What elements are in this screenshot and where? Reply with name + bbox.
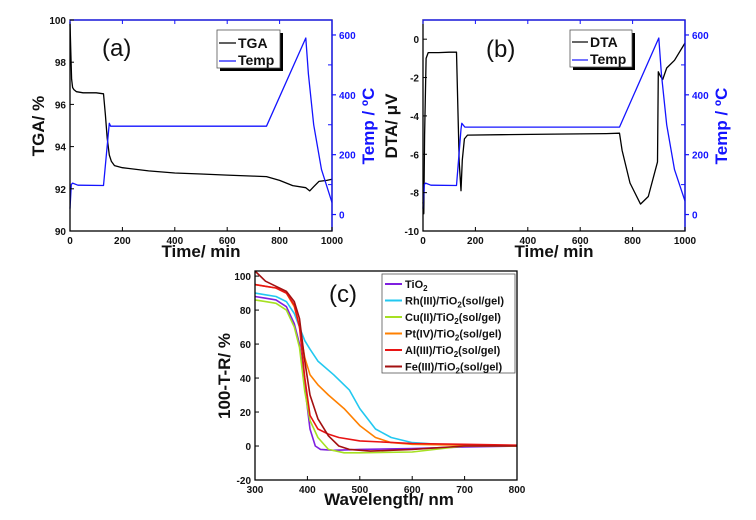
panel-c-xlabel: Wavelength/ nm: [324, 490, 454, 509]
x-tick-label: 200: [467, 236, 484, 247]
panel-c-frame: [254, 270, 518, 481]
series-line-tga: [69, 22, 333, 192]
legend-label: Al(III)/TiO2(sol/gel): [405, 345, 501, 359]
y2-tick-label: 400: [692, 91, 709, 102]
y2-tick-label: 0: [692, 211, 698, 222]
x-tick-label: 400: [519, 236, 536, 247]
panel-a-ylabel: TGA/ %: [29, 96, 48, 156]
y-tick-label: 20: [240, 408, 252, 419]
y-tick-label: -10: [405, 227, 420, 238]
legend-label-temp: Temp: [238, 52, 274, 68]
panel-a-legend: TGA Temp: [216, 29, 283, 71]
legend-label: Rh(III)/TiO2(sol/gel): [405, 296, 504, 310]
panel-b-lines: [422, 37, 686, 215]
legend-label: Pt(IV)/TiO2(sol/gel): [405, 329, 502, 343]
panel-b-xlabel: Time/ min: [514, 242, 593, 261]
legend-label-dta: DTA: [590, 34, 618, 50]
y2-tick-label: 0: [339, 211, 345, 222]
x-tick-label: 700: [456, 485, 473, 496]
y2-tick-label: 200: [692, 151, 709, 162]
legend-box: [569, 29, 633, 68]
x-tick-label: 800: [271, 236, 288, 247]
panel-c-absorbance: 300 400 500 600 700 800 -20 0 20 40 60 80 100 (c) Ti…: [215, 270, 526, 509]
x-tick-label: 200: [114, 236, 131, 247]
y-tick-label: 60: [240, 340, 252, 351]
series-line-temp: [422, 37, 686, 209]
y-tick-label: 0: [245, 442, 251, 453]
legend-label: Cu(II)/TiO2(sol/gel): [405, 312, 501, 326]
x-tick-label: 0: [420, 236, 426, 247]
y2-tick-label: 600: [692, 31, 709, 42]
y-tick-label: -8: [410, 189, 419, 200]
y2-tick-label: 600: [339, 31, 356, 42]
panel-a-label: (a): [102, 35, 131, 62]
legend-label: TiO2: [405, 279, 428, 293]
panel-c-lines: [254, 270, 518, 454]
series-line-tio2: [254, 295, 518, 452]
y-tick-label: 92: [55, 185, 67, 196]
series-line-temp: [69, 37, 333, 209]
panel-c-label: (c): [329, 281, 357, 308]
y2-tick-label: 200: [339, 151, 356, 162]
series-line-fe-iii-tio2-sol-gel: [254, 270, 517, 452]
y-tick-label: 80: [240, 306, 252, 317]
series-line-cu-ii-tio2-sol-gel: [254, 299, 517, 454]
x-tick-label: 1000: [674, 236, 697, 247]
x-tick-label: 800: [624, 236, 641, 247]
x-tick-label: 400: [299, 485, 316, 496]
x-tick-label: 0: [67, 236, 73, 247]
legend-box: [381, 273, 516, 374]
x-tick-label: 400: [166, 236, 183, 247]
panel-a-tga: 0 200 400 600 800 100090929496981000200400600…: [29, 16, 378, 261]
panel-a-y2label: Temp / ºC: [359, 88, 378, 165]
panel-c-ylabel: 100-T-R/ %: [215, 333, 234, 419]
x-tick-label: 600: [572, 236, 589, 247]
y-tick-label: -4: [410, 112, 419, 123]
panel-a-lines: [69, 22, 333, 209]
panel-c-ticks: 300 400 500 600 700 800 -20 0 20 40 60 80 100: [234, 272, 525, 496]
panel-b-ticks: 0 200 400 600 800 1000 -10 -8 -6 -4 -2 0 0 200 400 600: [405, 20, 709, 247]
y-tick-label: -20: [237, 476, 252, 487]
series-line-al-iii-tio2-sol-gel: [254, 283, 518, 446]
y-tick-label: 90: [55, 227, 67, 238]
panel-b-dta: 0 200 400 600 800 1000-10-8-6-4-200200400600 …: [382, 19, 731, 261]
panel-c-legend: TiO2 Rh(III)/TiO2(sol/gel) Cu(II)/TiO2(sol…: [381, 273, 516, 376]
y-tick-label: 100: [234, 272, 251, 283]
panel-b-legend: DTA Temp: [569, 29, 635, 70]
series-line-dta: [422, 42, 686, 215]
x-tick-label: 600: [219, 236, 236, 247]
legend-label: Fe(III)/TiO2(sol/gel): [405, 362, 502, 376]
legend-label-tga: TGA: [238, 35, 268, 51]
x-tick-label: 300: [247, 485, 264, 496]
x-tick-label: 600: [404, 485, 421, 496]
x-tick-label: 800: [509, 485, 526, 496]
x-tick-label: 500: [351, 485, 368, 496]
y-tick-label: 40: [240, 374, 252, 385]
x-tick-label: 1000: [321, 236, 344, 247]
y-tick-label: -2: [410, 74, 419, 85]
legend-box: [216, 29, 281, 69]
panel-b-label: (b): [486, 36, 515, 63]
panel-b-ylabel: DTA/ μV: [382, 93, 401, 159]
y-tick-label: 96: [55, 100, 67, 111]
y-tick-label: -6: [410, 150, 419, 161]
panel-a-xlabel: Time/ min: [161, 242, 240, 261]
panel-b-y2label: Temp / ºC: [712, 88, 731, 165]
legend-label-temp: Temp: [590, 51, 626, 67]
y2-tick-label: 400: [339, 91, 356, 102]
y-tick-label: 0: [413, 35, 419, 46]
y-tick-label: 98: [55, 58, 67, 69]
y-tick-label: 94: [55, 143, 67, 154]
y-tick-label: 100: [49, 16, 66, 27]
